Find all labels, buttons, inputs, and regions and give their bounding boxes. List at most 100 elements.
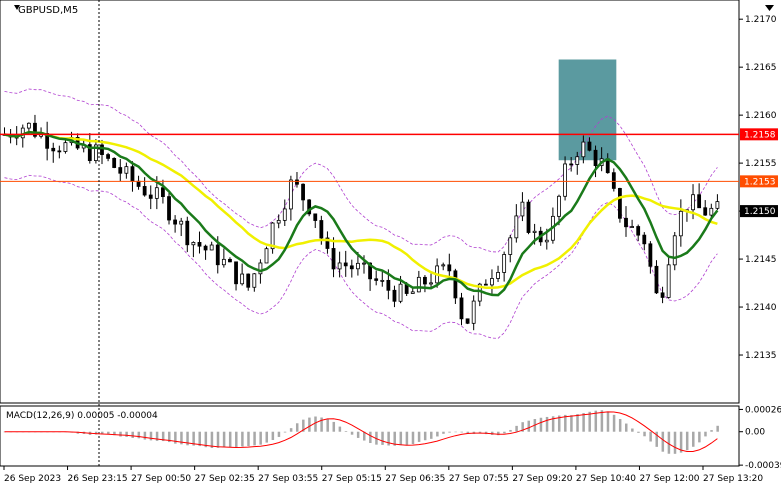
time-tick-label: 26 Sep 23:15 [68, 474, 128, 484]
candle-body [154, 187, 159, 199]
candle-body [270, 222, 275, 250]
macd-bar [466, 431, 470, 434]
macd-bar [667, 431, 671, 454]
candle-body [416, 276, 421, 293]
macd-bar [509, 429, 512, 432]
macd-bar [625, 423, 628, 432]
candle-body [331, 248, 336, 270]
macd-bar [271, 431, 275, 441]
candle-body [93, 144, 98, 161]
macd-bar [606, 411, 610, 432]
candle-body [587, 141, 592, 151]
macd-bar [612, 414, 616, 432]
candle-body [654, 265, 659, 294]
candle-body [514, 215, 519, 239]
macd-bar [527, 420, 531, 432]
macd-bar [308, 417, 311, 432]
candle-body [148, 194, 153, 199]
candle-body [715, 201, 720, 209]
candle-body [368, 262, 372, 280]
candle-body [100, 144, 104, 155]
candle-body [666, 264, 671, 298]
macd-bar [222, 431, 226, 448]
time-tick-label: 27 Sep 13:20 [703, 474, 763, 484]
candle-body [593, 149, 598, 166]
time-tick-label: 27 Sep 06:35 [385, 474, 445, 484]
macd-bar [289, 428, 293, 432]
macd-bar [417, 431, 421, 442]
macd-bar [631, 428, 634, 432]
scroll-arrow-icon[interactable] [765, 5, 774, 11]
macd-bar [430, 431, 433, 439]
macd-bar [497, 431, 500, 436]
macd-bar [393, 431, 396, 446]
candle-body [544, 239, 549, 243]
candle-body [106, 154, 110, 159]
price-tick-label: 1.2145 [745, 255, 777, 265]
macd-bar [600, 410, 604, 432]
candle-body [569, 163, 574, 166]
candle-body [51, 147, 56, 152]
time-tick-label: 27 Sep 07:55 [449, 474, 509, 484]
macd-bar [180, 431, 183, 445]
candle-body [502, 254, 507, 273]
time-tick-label: 27 Sep 10:40 [576, 474, 636, 484]
candle-body [288, 179, 293, 210]
macd-bar [582, 413, 585, 432]
candle-body [112, 157, 117, 168]
macd-tick-label: -0.00039 [745, 461, 781, 471]
candle-body [240, 273, 245, 285]
candle-body [392, 289, 397, 302]
candle-body [282, 208, 287, 221]
macd-bar [283, 431, 287, 433]
candle-body [246, 273, 251, 288]
candle-body [167, 196, 171, 221]
level-tag [740, 175, 778, 188]
candle-body [33, 122, 37, 137]
candle-body [672, 235, 677, 266]
candle-body [441, 264, 446, 267]
macd-bar [125, 431, 128, 437]
candle-body [45, 133, 50, 149]
macd-bar [661, 431, 665, 452]
candle-body [691, 194, 695, 211]
macd-bar [168, 431, 171, 443]
candle-body [179, 220, 184, 225]
candle-body [618, 188, 622, 219]
candle-body [161, 187, 165, 198]
macd-bar [277, 431, 281, 437]
candle-body [313, 213, 318, 221]
macd-bar [649, 431, 652, 442]
candle-body [563, 163, 567, 197]
macd-bar [320, 417, 323, 432]
macd-bar [295, 423, 299, 432]
macd-bar [448, 431, 451, 433]
macd-bar [692, 431, 695, 447]
current-price-tag [740, 205, 778, 218]
macd-bar [186, 431, 189, 446]
macd-tick-label: 0.00026 [745, 405, 781, 415]
macd-bar [503, 431, 506, 434]
macd-bar [369, 431, 372, 444]
candle-body [624, 217, 628, 228]
candle-body [173, 219, 178, 225]
macd-bar [655, 431, 658, 447]
time-tick-label: 27 Sep 12:00 [639, 474, 699, 484]
candle-body [197, 242, 202, 247]
macd-bar [588, 411, 591, 432]
price-tick-label: 1.2165 [745, 63, 777, 73]
macd-bar [161, 431, 165, 442]
macd-bar [113, 431, 116, 436]
macd-bar [143, 431, 147, 440]
chart-menu-triangle-icon[interactable] [14, 5, 20, 10]
candle-body [118, 167, 123, 174]
current-price-label: 1.2150 [744, 207, 776, 217]
candle-body [234, 261, 238, 285]
candle-body [648, 243, 653, 267]
macd-bar [356, 431, 360, 438]
candle-body [520, 201, 525, 217]
macd-bar [564, 414, 567, 432]
macd-bar [302, 419, 305, 432]
macd-signal-line [4, 411, 718, 452]
candle-body [697, 194, 702, 209]
